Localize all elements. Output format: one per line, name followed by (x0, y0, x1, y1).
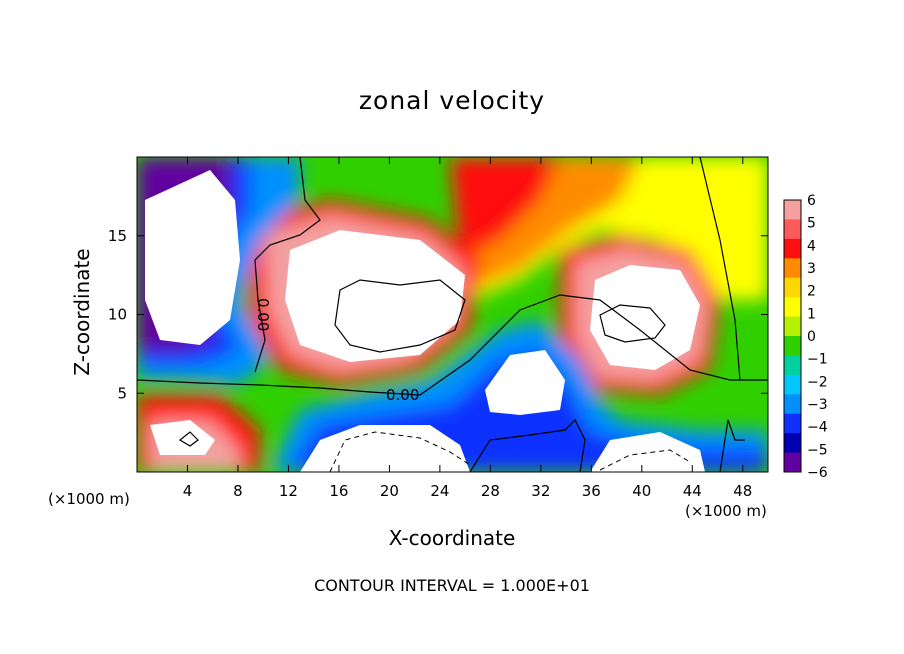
colorbar-swatch (784, 297, 801, 318)
saturated-region (285, 230, 465, 362)
colorbar-tick-label: 5 (807, 216, 816, 232)
x-tick-label: 36 (582, 482, 601, 500)
contour-dashed (599, 449, 691, 471)
x-tick-label: 32 (531, 482, 550, 500)
colorbar-tick-label: 6 (807, 193, 816, 209)
x-tick-label: 44 (683, 482, 702, 500)
contour-solid (334, 279, 466, 353)
x-tick-label: 48 (733, 482, 752, 500)
colorbar-tick-label: 1 (807, 306, 816, 322)
x-axis-title: X-coordinate (388, 526, 516, 550)
x-unit-label-left: (×1000 m) (48, 490, 130, 508)
x-tick-label: 28 (481, 482, 500, 500)
saturated-region (300, 425, 470, 472)
colorbar-swatch (784, 374, 801, 395)
x-tick-label: 24 (430, 482, 449, 500)
contour-lines: 0.00 0.00 (137, 157, 768, 472)
x-unit-label-right: (×1000 m) (685, 502, 767, 520)
colorbar-swatch (784, 452, 801, 473)
colorbar-swatch (784, 238, 801, 259)
x-tick-label: 8 (233, 482, 243, 500)
x-tick-label: 40 (632, 482, 651, 500)
y-axis-title: Z-coordinate (70, 248, 94, 376)
chart-title: zonal velocity (358, 86, 546, 115)
colorbar-tick-label: 2 (807, 284, 816, 300)
x-tick-label: 20 (380, 482, 399, 500)
colorbar-tick-label: 4 (807, 238, 816, 254)
contour-solid (178, 431, 199, 447)
field-region (450, 157, 560, 260)
contour-label: 0.00 (386, 386, 419, 404)
saturated-region (145, 170, 240, 345)
colorbar-tick-label: −1 (807, 352, 828, 368)
x-tick-label: 12 (279, 482, 298, 500)
colorbar-tick-label: 3 (807, 261, 816, 277)
colorbar-tick-label: 0 (807, 329, 816, 345)
contour-solid (699, 157, 741, 381)
colorbar-tick-label: −6 (807, 465, 828, 481)
contour-solid (137, 294, 768, 396)
contour-solid (254, 157, 321, 373)
colorbar-frame (783, 199, 802, 473)
colorbar-tick-label: −3 (807, 397, 828, 413)
colorbar-swatch (784, 355, 801, 376)
contour-solid (469, 418, 586, 472)
x-tick-label: 4 (183, 482, 193, 500)
colorbar-tick-label: −5 (807, 442, 828, 458)
saturated-region (485, 350, 565, 415)
velocity-field (137, 157, 768, 472)
contour-solid (599, 304, 666, 343)
colorbar-swatch (784, 336, 801, 356)
colorbar-swatch (784, 219, 801, 240)
colorbar-swatch (784, 316, 801, 337)
colorbar-tick-label: −4 (807, 420, 828, 436)
contour-dashed (329, 431, 471, 472)
contour-label: 0.00 (254, 298, 272, 331)
colorbar-swatch (784, 413, 801, 434)
saturated-region (590, 265, 700, 370)
x-tick-label: 16 (329, 482, 348, 500)
colorbar-swatch (784, 433, 801, 454)
y-tick-label: 15 (108, 227, 127, 245)
colorbar-swatch (784, 394, 801, 415)
y-tick-label: 5 (117, 384, 127, 402)
colorbar-swatch (784, 258, 801, 279)
contour-interval-note: CONTOUR INTERVAL = 1.000E+01 (314, 576, 590, 595)
saturated-region (590, 432, 705, 472)
colorbar-swatch (784, 200, 801, 220)
colorbar-tick-label: −2 (807, 374, 828, 390)
contour-solid (719, 419, 745, 472)
colorbar-swatch (784, 277, 801, 298)
y-tick-label: 10 (108, 306, 127, 324)
colorbar: 6 5 4 3 2 1 0 −1 −2 −3 −4 −5 −6 (783, 193, 828, 481)
